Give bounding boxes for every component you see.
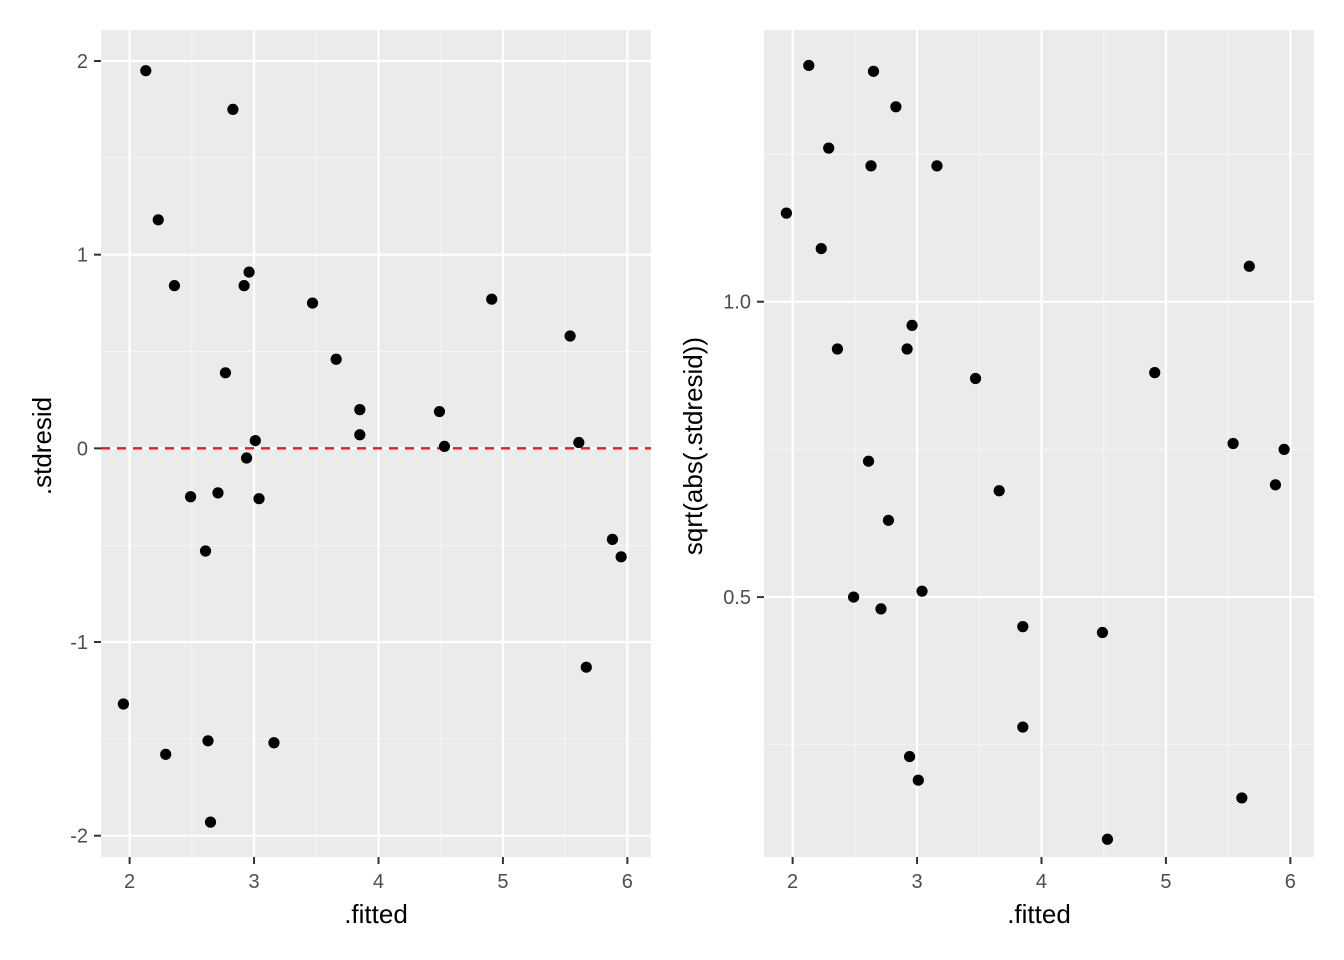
left-data-point: [253, 493, 265, 505]
right-data-point: [815, 242, 827, 255]
left-data-point: [606, 533, 619, 545]
left-y-tick-label: -1: [70, 632, 88, 654]
right-data-point: [1269, 479, 1282, 491]
left-panel-background: [101, 30, 651, 857]
left-data-point: [202, 735, 214, 747]
right-data-point: [993, 485, 1005, 497]
right-data-point: [969, 372, 982, 385]
right-data-point: [1017, 621, 1029, 633]
left-x-tick-label: 3: [248, 871, 259, 893]
left-data-point: [219, 367, 232, 379]
left-y-axis-title: .stdresid: [27, 397, 57, 495]
left-data-point: [199, 545, 212, 557]
left-data-point: [243, 266, 255, 278]
right-data-point: [916, 585, 928, 597]
left-data-point: [117, 698, 129, 710]
right-data-point: [1243, 260, 1255, 272]
left-x-tick-label: 5: [497, 871, 508, 893]
left-data-point: [486, 293, 498, 305]
left-x-tick-label: 2: [124, 871, 135, 893]
left-data-point: [573, 436, 585, 449]
right-data-point: [890, 101, 902, 113]
right-x-tick-label: 6: [1285, 871, 1296, 893]
left-data-point: [306, 297, 319, 309]
right-data-point: [903, 750, 916, 763]
left-y-tick-label: 1: [77, 245, 88, 267]
right-y-tick-label: 0.5: [723, 587, 751, 609]
left-data-point: [354, 429, 366, 441]
left-data-point: [184, 491, 197, 503]
left-data-point: [354, 404, 366, 416]
left-data-point: [212, 487, 224, 499]
right-x-tick-label: 4: [1036, 871, 1047, 893]
left-data-point: [152, 214, 164, 226]
right-data-point: [823, 142, 835, 154]
left-y-tick-label: 2: [77, 51, 88, 73]
left-y-tick-label: 0: [77, 438, 88, 460]
right-data-point: [912, 774, 924, 786]
left-data-point: [240, 452, 253, 464]
left-data-point: [238, 280, 250, 292]
right-data-point: [1096, 626, 1109, 639]
left-data-point: [140, 65, 152, 77]
right-data-point: [831, 343, 844, 355]
right-panel-scale-location: 2 3 4 5 6 0.5 1.0: [723, 30, 1314, 893]
left-data-point: [168, 280, 181, 292]
left-data-point: [564, 330, 576, 342]
right-data-point: [780, 207, 792, 219]
right-y-axis-title: sqrt(abs(.stdresid)): [678, 337, 708, 555]
left-x-axis-title: .fitted: [344, 899, 408, 929]
left-data-point: [227, 103, 239, 116]
left-data-point: [268, 737, 280, 749]
left-panel-stdresid-vs-fitted: 2 3 4 5 6 -2 -1 0 1 2: [70, 30, 651, 893]
right-x-axis-title: .fitted: [1007, 899, 1071, 929]
left-data-point: [204, 816, 217, 828]
left-data-point: [433, 405, 446, 418]
right-data-point: [931, 160, 943, 172]
right-data-point: [901, 343, 913, 355]
right-data-point: [803, 59, 815, 72]
right-x-tick-label: 3: [911, 871, 922, 893]
right-data-point: [847, 591, 860, 603]
left-data-point: [615, 551, 627, 563]
left-data-point: [438, 440, 451, 453]
right-data-point: [867, 65, 880, 77]
right-x-tick-label: 2: [787, 871, 798, 893]
right-data-point: [906, 319, 918, 331]
left-x-tick-label: 4: [373, 871, 384, 893]
right-data-point: [862, 455, 875, 467]
right-data-point: [1149, 367, 1161, 379]
right-data-point: [1278, 443, 1290, 456]
right-x-tick-label: 5: [1160, 871, 1171, 893]
right-data-point: [865, 160, 877, 172]
right-data-point: [1227, 437, 1239, 450]
left-data-point: [330, 353, 342, 365]
left-data-point: [580, 661, 592, 673]
right-data-point: [1236, 792, 1248, 804]
left-y-tick-label: -2: [70, 826, 88, 848]
left-data-point: [249, 434, 261, 447]
right-data-point: [882, 514, 895, 526]
right-y-tick-label: 1.0: [723, 292, 751, 314]
left-x-tick-label: 6: [622, 871, 633, 893]
right-panel-background: [764, 30, 1314, 857]
left-data-point: [160, 748, 172, 760]
right-data-point: [1101, 833, 1114, 845]
right-data-point: [875, 603, 887, 615]
right-data-point: [1017, 721, 1029, 733]
